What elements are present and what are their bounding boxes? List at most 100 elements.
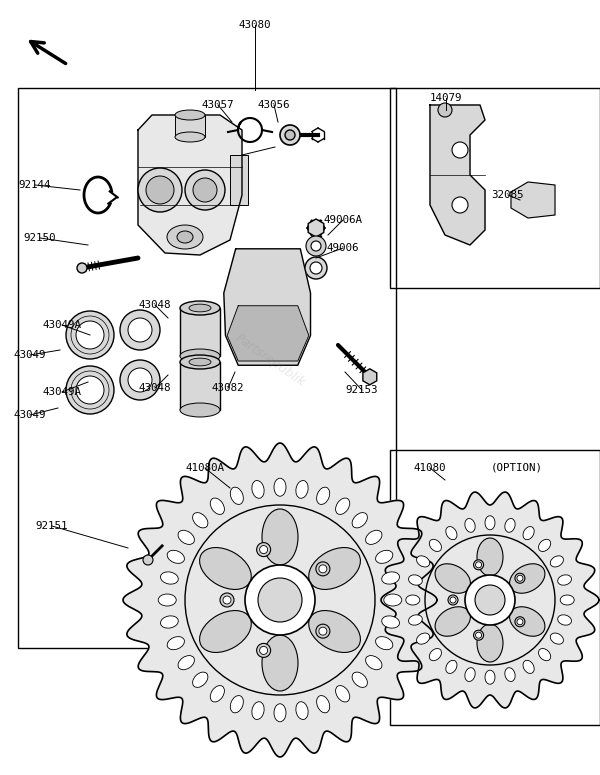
- Ellipse shape: [210, 686, 224, 702]
- Ellipse shape: [308, 611, 361, 653]
- Circle shape: [66, 311, 114, 359]
- Text: 14079: 14079: [430, 93, 462, 103]
- Text: 43082: 43082: [212, 383, 244, 393]
- Ellipse shape: [200, 611, 251, 653]
- Circle shape: [475, 585, 505, 615]
- Text: 43048: 43048: [139, 300, 171, 310]
- Polygon shape: [227, 306, 309, 361]
- Bar: [175, 115, 205, 137]
- Text: 92144: 92144: [19, 180, 51, 190]
- Text: 41080: 41080: [414, 463, 446, 473]
- Ellipse shape: [382, 616, 400, 629]
- Ellipse shape: [335, 498, 350, 515]
- Circle shape: [438, 103, 452, 117]
- Ellipse shape: [317, 487, 329, 505]
- Circle shape: [316, 562, 330, 576]
- Bar: [390, 450, 600, 725]
- Polygon shape: [381, 492, 599, 708]
- Ellipse shape: [308, 548, 361, 590]
- Circle shape: [258, 578, 302, 622]
- Ellipse shape: [252, 701, 264, 719]
- Ellipse shape: [160, 572, 178, 584]
- Polygon shape: [224, 249, 311, 365]
- Circle shape: [476, 632, 482, 638]
- Circle shape: [473, 630, 484, 640]
- Text: 92151: 92151: [36, 521, 68, 531]
- Ellipse shape: [505, 518, 515, 532]
- Circle shape: [476, 562, 482, 568]
- Ellipse shape: [485, 670, 495, 684]
- Circle shape: [319, 565, 327, 573]
- Text: 43049A: 43049A: [43, 320, 82, 330]
- Ellipse shape: [384, 594, 402, 606]
- Circle shape: [220, 593, 234, 607]
- Ellipse shape: [509, 563, 545, 593]
- Ellipse shape: [193, 178, 217, 202]
- Text: 43049: 43049: [14, 410, 46, 420]
- Text: 49006A: 49006A: [323, 215, 362, 225]
- Ellipse shape: [376, 636, 393, 649]
- Circle shape: [120, 310, 160, 350]
- Circle shape: [316, 624, 330, 638]
- Ellipse shape: [160, 616, 178, 629]
- Ellipse shape: [465, 668, 475, 681]
- Ellipse shape: [365, 530, 382, 544]
- Ellipse shape: [167, 225, 203, 249]
- Circle shape: [76, 376, 104, 404]
- Ellipse shape: [430, 649, 442, 660]
- Circle shape: [143, 555, 153, 565]
- Ellipse shape: [262, 635, 298, 691]
- Circle shape: [473, 560, 484, 570]
- Circle shape: [260, 646, 268, 654]
- Ellipse shape: [539, 649, 551, 660]
- Ellipse shape: [430, 539, 442, 552]
- Ellipse shape: [180, 301, 220, 315]
- Ellipse shape: [435, 607, 470, 636]
- Ellipse shape: [210, 498, 224, 515]
- Ellipse shape: [180, 349, 220, 363]
- Circle shape: [515, 574, 525, 584]
- Circle shape: [257, 643, 271, 657]
- Ellipse shape: [180, 355, 220, 369]
- Circle shape: [77, 263, 87, 273]
- Ellipse shape: [409, 615, 422, 625]
- Circle shape: [319, 627, 327, 636]
- Ellipse shape: [352, 512, 367, 528]
- Ellipse shape: [296, 701, 308, 719]
- Circle shape: [452, 142, 468, 158]
- Ellipse shape: [189, 304, 211, 312]
- Circle shape: [465, 575, 515, 625]
- Ellipse shape: [262, 509, 298, 565]
- Ellipse shape: [477, 624, 503, 662]
- Ellipse shape: [550, 556, 563, 567]
- Circle shape: [285, 130, 295, 140]
- Ellipse shape: [178, 656, 194, 670]
- Ellipse shape: [416, 633, 430, 644]
- Circle shape: [452, 197, 468, 213]
- Polygon shape: [511, 182, 555, 218]
- Ellipse shape: [523, 526, 534, 539]
- Ellipse shape: [550, 633, 563, 644]
- Ellipse shape: [180, 403, 220, 417]
- Ellipse shape: [446, 526, 457, 539]
- Polygon shape: [430, 105, 485, 245]
- Ellipse shape: [230, 696, 244, 713]
- Polygon shape: [123, 443, 437, 757]
- Circle shape: [311, 241, 321, 251]
- Circle shape: [305, 257, 327, 279]
- Ellipse shape: [558, 575, 571, 585]
- Circle shape: [448, 595, 458, 605]
- Ellipse shape: [175, 110, 205, 120]
- Ellipse shape: [177, 231, 193, 243]
- Ellipse shape: [274, 478, 286, 496]
- Circle shape: [120, 360, 160, 400]
- Bar: [18, 88, 396, 648]
- Bar: [230, 155, 248, 205]
- Text: 43049: 43049: [14, 350, 46, 360]
- Text: 43049A: 43049A: [43, 387, 82, 397]
- Ellipse shape: [252, 480, 264, 498]
- Ellipse shape: [382, 572, 400, 584]
- Ellipse shape: [178, 530, 194, 544]
- Ellipse shape: [158, 594, 176, 606]
- Ellipse shape: [175, 132, 205, 142]
